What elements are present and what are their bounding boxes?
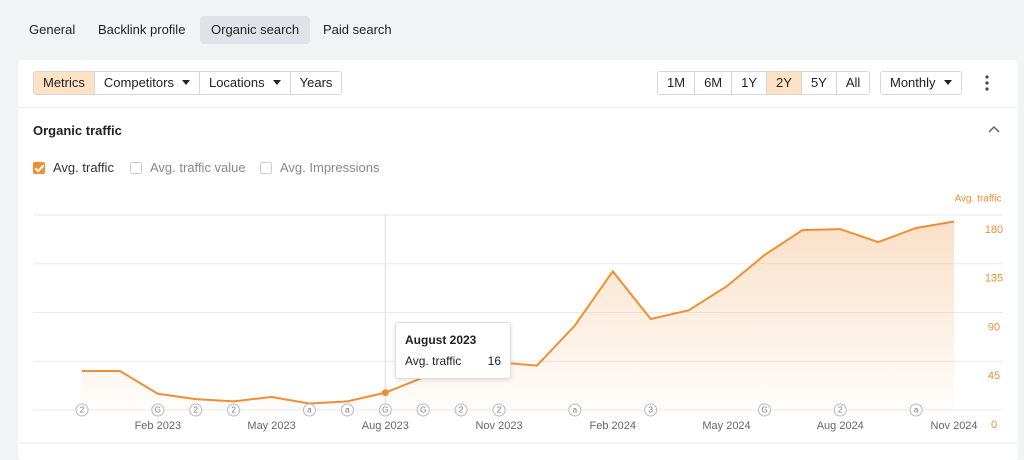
x-tick-label: Feb 2023 (135, 420, 181, 432)
event-marker (909, 403, 923, 417)
x-tick-label: Nov 2024 (930, 420, 977, 432)
tab[interactable]: Organic search (200, 16, 311, 44)
tooltip-value: 16 (487, 354, 501, 368)
event-marker (568, 403, 582, 417)
interval-dropdown[interactable]: Monthly (881, 72, 961, 94)
x-tick-label: Feb 2024 (590, 420, 636, 432)
event-label: G (382, 406, 388, 415)
tooltip-series: Avg. traffic (405, 354, 462, 368)
y-tick-label: 90 (988, 321, 1000, 333)
event-marker (416, 403, 430, 417)
tab[interactable]: Paid search (323, 22, 392, 37)
event-marker (833, 403, 847, 417)
period-button[interactable]: All (835, 72, 870, 94)
filter-group: Metrics Competitors Locations Years (33, 71, 343, 95)
y-tick-label: 45 (988, 370, 1000, 382)
tooltip-title: August 2023 (405, 333, 477, 347)
event-marker (75, 403, 89, 417)
period-button[interactable]: 1Y (731, 72, 767, 94)
event-marker (492, 403, 506, 417)
tooltip: August 2023 Avg. traffic 16 (395, 322, 511, 379)
filter-button[interactable]: Competitors (93, 72, 199, 94)
event-marker (757, 403, 771, 417)
event-label: a (914, 406, 919, 415)
metric-checkbox[interactable]: Avg. traffic (33, 160, 114, 175)
event-marker (340, 403, 354, 417)
period-group: 1M 6M 1Y 2Y 5Y All (657, 71, 871, 95)
filter-button[interactable]: Metrics (34, 72, 94, 94)
event-label: 3 (648, 406, 653, 415)
period-button[interactable]: 1M (658, 72, 695, 94)
y-tick-label: 135 (985, 273, 1003, 285)
divider (18, 107, 1018, 108)
event-label: a (345, 406, 350, 415)
y-tick-label: 0 (991, 419, 997, 431)
tab[interactable]: General (29, 22, 76, 37)
event-label: 2 (459, 406, 464, 415)
collapse-button[interactable] (986, 122, 1002, 138)
y-tick-label: 180 (985, 224, 1003, 236)
area-fill (82, 221, 954, 410)
event-label: a (307, 406, 312, 415)
filter-button[interactable]: Locations (198, 72, 290, 94)
period-button[interactable]: 5Y (800, 72, 836, 94)
x-tick-label: Aug 2024 (817, 420, 864, 432)
metric-label: Avg. traffic (53, 160, 114, 175)
period-button[interactable]: 2Y (766, 72, 801, 94)
event-label: 2 (194, 406, 199, 415)
event-label: G (155, 406, 161, 415)
event-marker (378, 403, 392, 417)
event-marker (227, 403, 241, 417)
x-tick-label: May 2024 (702, 420, 750, 432)
event-label: a (573, 406, 578, 415)
panel-title: Organic traffic (33, 123, 122, 138)
checkbox[interactable] (260, 161, 272, 174)
interval-group: Monthly (880, 71, 962, 95)
filter-button[interactable]: Years (289, 72, 342, 94)
x-tick-label: Nov 2023 (475, 420, 522, 432)
metric-label: Avg. Impressions (280, 160, 380, 175)
tab[interactable]: Backlink profile (98, 22, 186, 37)
event-marker (454, 403, 468, 417)
event-label: G (420, 406, 426, 415)
x-tick-label: Aug 2023 (362, 420, 409, 432)
event-label: 2 (231, 406, 236, 415)
event-marker (644, 403, 658, 417)
event-label: G (761, 406, 767, 415)
y-axis-label: Avg. traffic (955, 194, 1002, 205)
more-menu[interactable] (977, 71, 997, 95)
event-marker (151, 403, 165, 417)
event-marker (189, 403, 203, 417)
period-button[interactable]: 6M (694, 72, 732, 94)
x-tick-label: May 2023 (247, 420, 295, 432)
metric-checkbox[interactable]: Avg. Impressions (260, 160, 379, 175)
metric-label: Avg. traffic value (150, 160, 246, 175)
event-label: 2 (80, 406, 85, 415)
event-label: 2 (838, 406, 843, 415)
series-line (82, 220, 955, 405)
checkbox[interactable] (33, 161, 45, 174)
hover-point (381, 389, 389, 397)
checkbox[interactable] (130, 161, 142, 174)
event-label: 2 (497, 406, 502, 415)
event-marker (302, 403, 316, 417)
metric-checkbox[interactable]: Avg. traffic value (130, 160, 246, 175)
